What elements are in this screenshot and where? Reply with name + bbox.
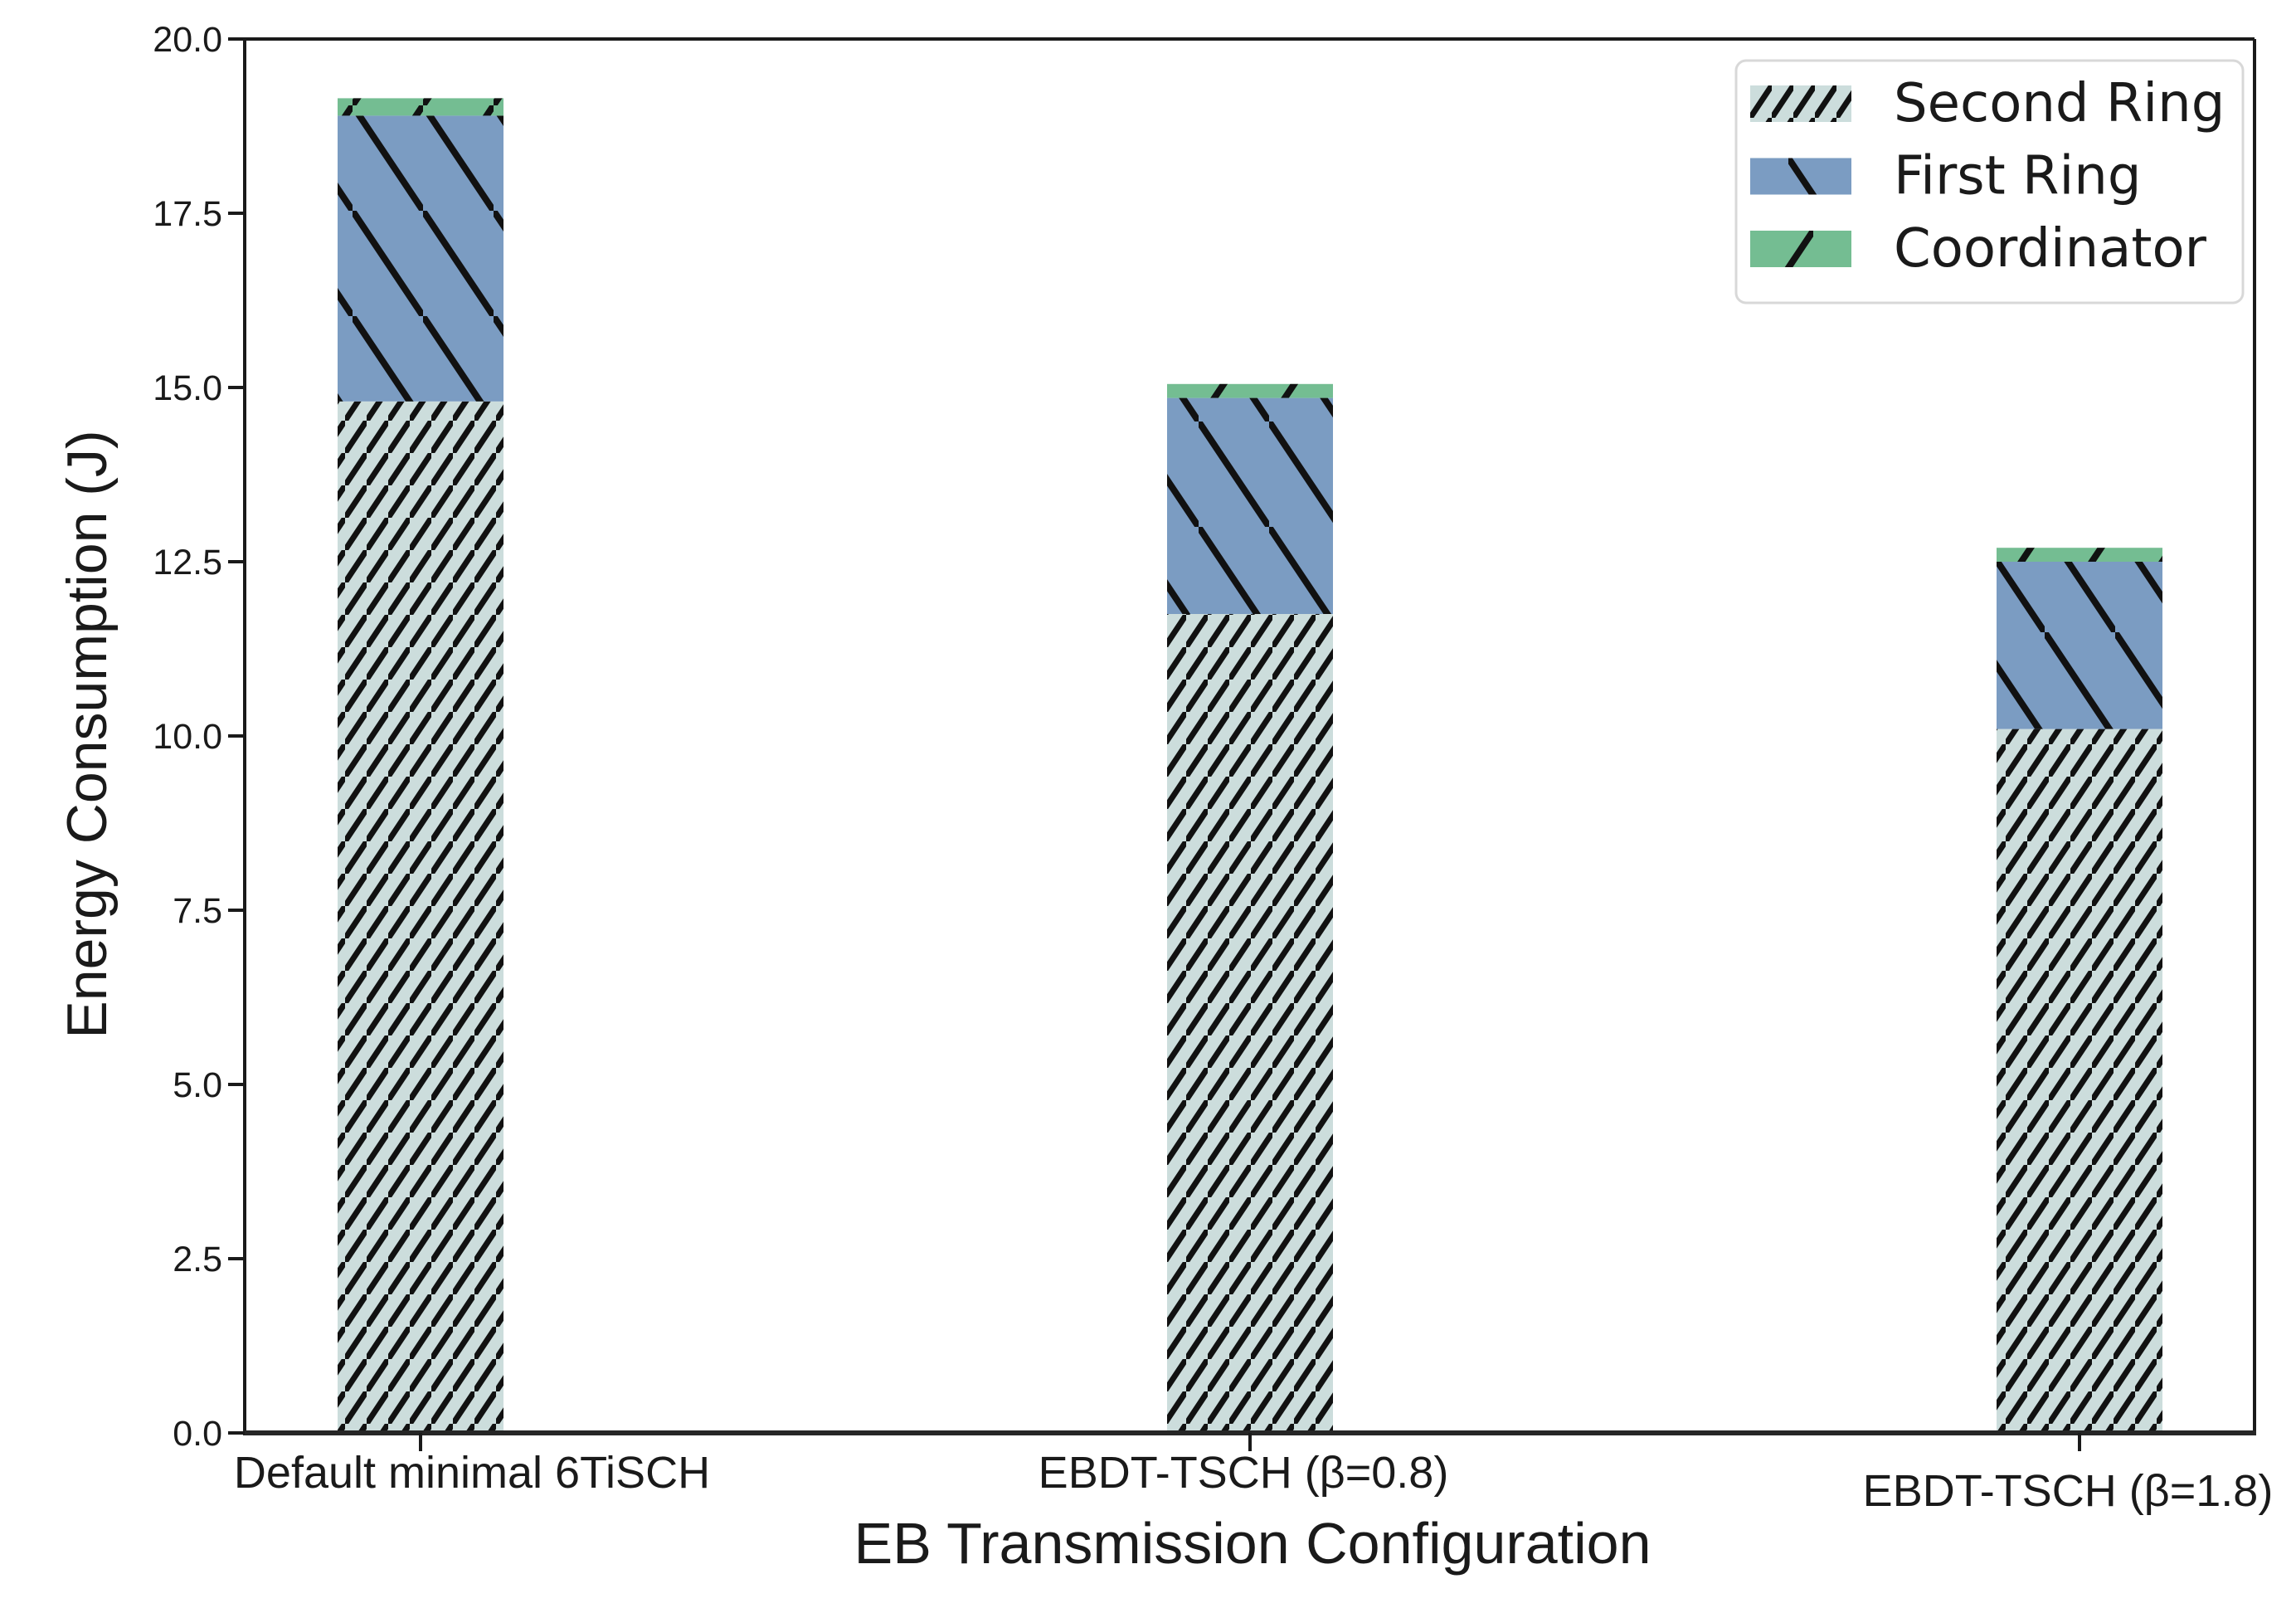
x-tick-label-ebdt-tsch-1-8: EBDT-TSCH (β=1.8) — [1863, 1466, 2274, 1516]
bar-ebdt-tsch-1-8 — [1997, 548, 2162, 1433]
x-axis-title: EB Transmission Configuration — [854, 1511, 1651, 1576]
y-tick-label: 0.0 — [173, 1414, 222, 1454]
bar-segment-hatch-coordinator — [338, 98, 503, 116]
y-tick-label: 7.5 — [173, 891, 222, 931]
bar-segment-hatch-second-ring — [1997, 728, 2162, 1433]
y-tick-label: 20.0 — [153, 20, 222, 60]
legend-row-second-ring: Second Ring — [1750, 73, 2225, 134]
x-axis-ticks: Default minimal 6TiSCH EBDT-TSCH (β=0.8) E… — [234, 1433, 2273, 1516]
bar-default-minimal-6tisch — [338, 98, 503, 1433]
bar-segment-hatch-first-ring — [1167, 397, 1333, 614]
y-tick-label: 17.5 — [153, 194, 222, 234]
bar-segment-hatch-coordinator — [1167, 383, 1333, 398]
y-axis-ticks: 0.0 2.5 5.0 7.5 10.0 12.5 15.0 17.5 20.0 — [153, 20, 245, 1454]
legend-swatch-coordinator — [1750, 231, 1851, 267]
bar-ebdt-tsch-0-8 — [1167, 383, 1333, 1433]
legend-swatch-hatch — [1750, 85, 1851, 122]
y-axis-title: Energy Consumption (J) — [56, 430, 119, 1038]
legend-swatch-hatch — [1750, 231, 1851, 267]
x-tick-label-ebdt-tsch-0-8: EBDT-TSCH (β=0.8) — [1039, 1448, 1449, 1498]
bar-segment-hatch-coordinator — [1997, 548, 2162, 562]
legend-row-first-ring: First Ring — [1750, 146, 2141, 207]
bar-segment-hatch-second-ring — [338, 401, 503, 1433]
bar-segment-hatch-first-ring — [338, 115, 503, 402]
x-tick-label-default-minimal-6tisch: Default minimal 6TiSCH — [234, 1448, 710, 1498]
bars-group — [338, 98, 2162, 1433]
bar-segment-hatch-first-ring — [1997, 562, 2162, 729]
legend-swatch-hatch — [1750, 158, 1851, 195]
y-tick-label: 5.0 — [173, 1065, 222, 1105]
legend-frame — [1734, 59, 2245, 305]
legend-swatch-first-ring — [1750, 158, 1851, 195]
y-tick-label: 15.0 — [153, 368, 222, 408]
y-tick-label: 10.0 — [153, 717, 222, 757]
legend-label-coordinator: Coordinator — [1894, 218, 2207, 280]
y-tick-label: 12.5 — [153, 543, 222, 582]
legend-label-second-ring: Second Ring — [1894, 73, 2225, 134]
legend-row-coordinator: Coordinator — [1750, 218, 2207, 280]
legend: Second Ring First Ring Coordinator — [1734, 59, 2245, 305]
legend-swatch-second-ring — [1750, 85, 1851, 122]
legend-label-first-ring: First Ring — [1894, 146, 2141, 207]
y-tick-label: 2.5 — [173, 1240, 222, 1279]
bar-segment-hatch-second-ring — [1167, 614, 1333, 1433]
